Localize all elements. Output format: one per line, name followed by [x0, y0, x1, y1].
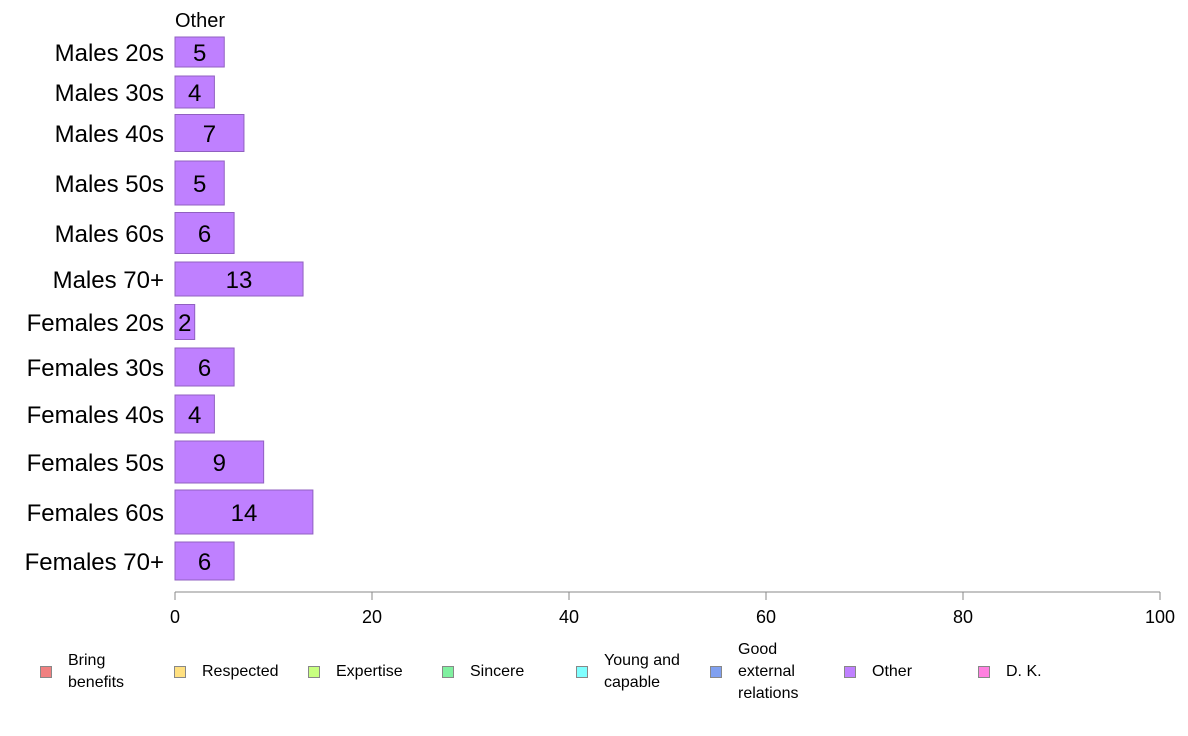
legend-label: Sincere: [470, 663, 525, 680]
legend-swatch: [308, 666, 320, 678]
legend-label: Expertise: [336, 663, 403, 680]
category-label: Males 50s: [55, 171, 164, 198]
bar-value-label: 4: [188, 80, 201, 107]
bar-value-label: 2: [178, 310, 191, 337]
bar: [174, 160, 225, 206]
legend-swatch: [844, 666, 856, 678]
bar: [174, 394, 215, 434]
bar: [174, 114, 245, 152]
legend-item: Other: [844, 661, 912, 683]
bars-group: Males 20s 5 Males 30s 4 Males 40s 7 Males 50s 5…: [25, 36, 314, 581]
legend-item: D. K.: [978, 661, 1042, 683]
bar: [174, 212, 235, 254]
chart-title: Other: [175, 10, 225, 32]
bar-value-label: 5: [193, 40, 206, 67]
category-label: Males 60s: [55, 221, 164, 248]
legend: Bring benefits Respected Expertise Sincere Y…: [0, 640, 1188, 720]
legend-label: Other: [872, 663, 913, 680]
legend-swatch: [174, 666, 186, 678]
legend-label: D. K.: [1006, 663, 1042, 680]
legend-label: Good external relations: [738, 641, 799, 702]
bar-value-label: 9: [213, 450, 226, 477]
x-tick-label: 100: [1145, 607, 1175, 627]
legend-item: Bring benefits: [40, 650, 124, 694]
bar: [174, 36, 225, 68]
bar-value-label: 14: [231, 500, 258, 527]
x-tick-label: 20: [362, 607, 382, 627]
legend-label: Young and capable: [604, 652, 680, 691]
legend-item: Respected: [174, 661, 279, 683]
legend-label: Respected: [202, 663, 279, 680]
x-axis: 0 20 40 60 80 100: [170, 591, 1175, 627]
legend-swatch: [40, 666, 52, 678]
bar: [174, 304, 196, 340]
legend-item: Expertise: [308, 661, 403, 683]
legend-swatch: [442, 666, 454, 678]
legend-item: Sincere: [442, 661, 524, 683]
bar: [174, 440, 265, 484]
category-label: Females 20s: [27, 310, 164, 337]
legend-label: Bring benefits: [68, 652, 125, 691]
bar-value-label: 4: [188, 402, 201, 429]
bar: [174, 541, 235, 581]
bar-value-label: 6: [198, 221, 211, 248]
x-tick-label: 0: [170, 607, 180, 627]
category-label: Males 40s: [55, 121, 164, 148]
bar-value-label: 5: [193, 171, 206, 198]
category-label: Males 70+: [53, 267, 164, 294]
category-label: Males 30s: [55, 80, 164, 107]
bar: [174, 347, 235, 387]
legend-item: Young and capable: [576, 650, 680, 694]
category-label: Females 50s: [27, 450, 164, 477]
bar: [174, 489, 314, 535]
legend-swatch: [576, 666, 588, 678]
bar-value-label: 13: [226, 267, 253, 294]
bar-value-label: 6: [198, 549, 211, 576]
category-label: Females 70+: [25, 549, 164, 576]
category-label: Females 60s: [27, 500, 164, 527]
category-label: Females 30s: [27, 355, 164, 382]
x-tick-label: 80: [953, 607, 973, 627]
legend-item: Good external relations: [710, 639, 798, 705]
x-tick-label: 60: [756, 607, 776, 627]
legend-swatch: [710, 666, 722, 678]
category-label: Males 20s: [55, 40, 164, 67]
category-label: Females 40s: [27, 402, 164, 429]
bar: [174, 75, 215, 109]
bar-value-label: 6: [198, 355, 211, 382]
x-tick-label: 40: [559, 607, 579, 627]
bar-value-label: 7: [203, 121, 216, 148]
legend-swatch: [978, 666, 990, 678]
bar: [174, 261, 304, 297]
